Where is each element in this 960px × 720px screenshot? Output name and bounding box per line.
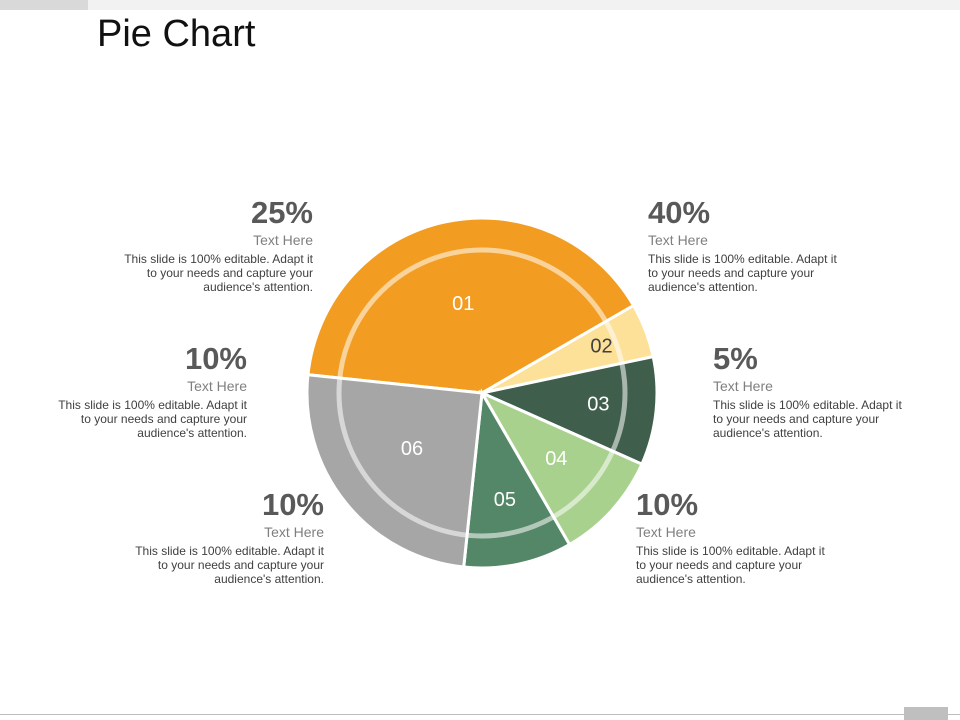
callout-percent: 10% [184,341,247,376]
callout-middle-left: 10% Text Here This slide is 100% editabl… [47,341,247,441]
callout-percent: 5% [713,341,758,376]
pie-inner-ring [336,247,628,539]
callout-middle-right: 5% Text Here This slide is 100% editable… [713,341,913,441]
callout-description: This slide is 100% editable. Adapt it to… [713,398,902,440]
callout-heading: Text Here [648,232,708,248]
callout-heading: Text Here [713,378,773,394]
bottom-corner-block [904,707,948,720]
callout-description: This slide is 100% editable. Adapt it to… [135,544,324,586]
slice-label-05: 05 [494,489,516,511]
callout-heading: Text Here [187,378,247,394]
pie-slice-04 [478,389,644,547]
callout-percent: 10% [261,487,324,522]
top-strip [0,0,960,10]
callout-heading: Text Here [636,524,696,540]
callout-percent: 10% [636,487,699,522]
callout-top-left: 25% Text Here This slide is 100% editabl… [113,195,313,295]
pie-slice-01 [306,216,636,395]
callout-description: This slide is 100% editable. Adapt it to… [636,544,825,586]
pie-slice-03 [477,354,659,467]
pie-slice-labels: 01 02 03 04 05 06 [401,293,613,511]
callout-bottom-right: 10% Text Here This slide is 100% editabl… [636,487,836,587]
callout-description: This slide is 100% editable. Adapt it to… [648,252,837,294]
slice-label-01: 01 [452,293,474,315]
callout-top-right: 40% Text Here This slide is 100% editabl… [648,195,848,295]
callout-bottom-left: 10% Text Here This slide is 100% editabl… [124,487,324,587]
callout-heading: Text Here [264,524,324,540]
callout-description: This slide is 100% editable. Adapt it to… [58,398,247,440]
top-tab [0,0,88,10]
pie-slice-06 [305,373,484,569]
callout-percent: 25% [250,195,313,230]
callout-heading: Text Here [253,232,313,248]
callout-percent: 40% [648,195,711,230]
slice-label-03: 03 [587,394,609,416]
slice-label-06: 06 [401,438,423,460]
callout-description: This slide is 100% editable. Adapt it to… [124,252,313,294]
slice-label-02: 02 [590,335,612,357]
bottom-divider [0,714,960,715]
page-title: Pie Chart [97,13,256,55]
slice-label-04: 04 [545,448,567,470]
